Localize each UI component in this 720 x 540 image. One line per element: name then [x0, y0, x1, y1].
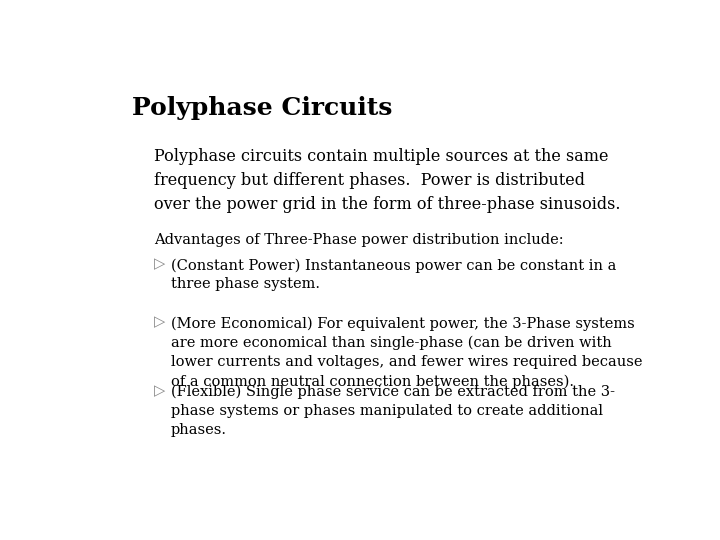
- Text: ▷: ▷: [154, 315, 166, 329]
- Text: (Flexible) Single phase service can be extracted from the 3-
phase systems or ph: (Flexible) Single phase service can be e…: [171, 385, 615, 437]
- Text: ▷: ▷: [154, 257, 166, 271]
- Text: (Constant Power) Instantaneous power can be constant in a
three phase system.: (Constant Power) Instantaneous power can…: [171, 258, 616, 292]
- Text: ▷: ▷: [154, 384, 166, 398]
- Text: Polyphase Circuits: Polyphase Circuits: [132, 96, 392, 120]
- Text: Advantages of Three-Phase power distribution include:: Advantages of Three-Phase power distribu…: [154, 233, 564, 247]
- Text: (More Economical) For equivalent power, the 3-Phase systems
are more economical : (More Economical) For equivalent power, …: [171, 316, 642, 389]
- Text: Polyphase circuits contain multiple sources at the same
frequency but different : Polyphase circuits contain multiple sour…: [154, 148, 621, 213]
